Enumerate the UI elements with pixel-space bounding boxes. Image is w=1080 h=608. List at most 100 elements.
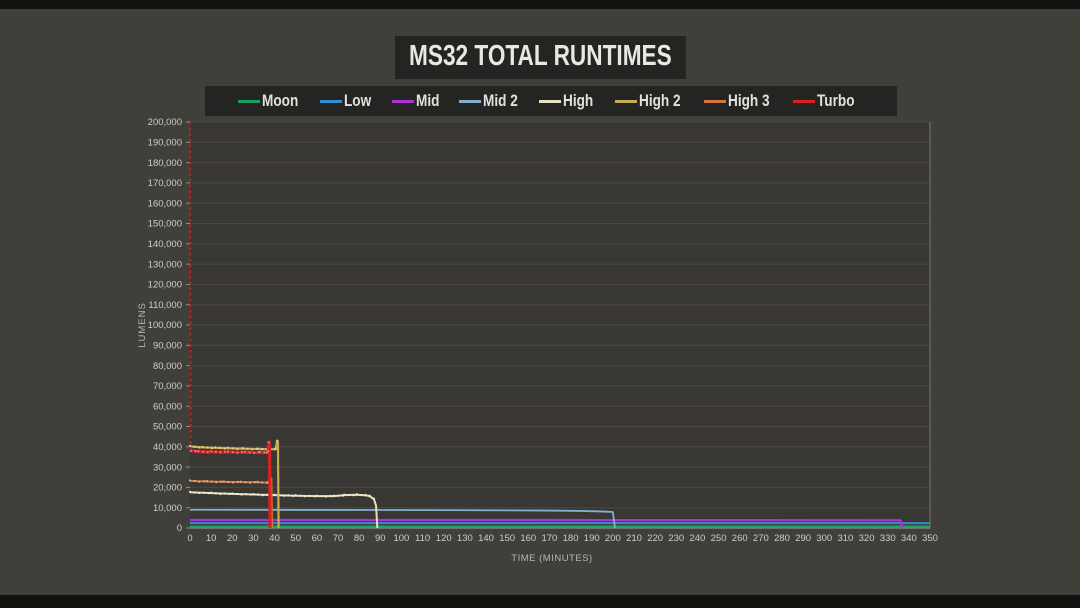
series-high-3-marker: [244, 481, 247, 484]
legend-item-moon[interactable]: Moon: [237, 91, 307, 111]
y-tick-label: 100,000: [148, 320, 182, 331]
y-tick-label: 110,000: [148, 300, 182, 311]
x-tick-label: 210: [626, 533, 642, 544]
legend-color-dash-mid: [391, 99, 414, 103]
legend-item-high-3[interactable]: High 3: [703, 91, 780, 111]
series-high-marker: [355, 493, 359, 496]
series-turbo-marker: [236, 451, 239, 454]
legend-item-turbo[interactable]: Turbo: [793, 91, 864, 111]
series-high-2-marker: [274, 447, 277, 450]
series-high-marker: [315, 494, 318, 497]
series-high-marker: [360, 493, 363, 497]
series-high-marker: [294, 494, 297, 497]
series-high-2-marker: [214, 446, 217, 449]
series-turbo-marker: [258, 450, 261, 454]
y-tick-label: 190,000: [148, 138, 182, 149]
series-high-3-marker: [261, 481, 264, 484]
series-high-marker: [231, 492, 234, 495]
series-high-marker: [240, 493, 243, 496]
legend-label-mid: Mid: [415, 91, 440, 110]
chart-legend: Moon Low Mid Mid 2 High High 2 High 3 Turbo: [205, 86, 897, 116]
series-high-marker: [198, 492, 201, 495]
x-tick-label: 340: [901, 533, 917, 544]
legend-label-turbo: Turbo: [817, 91, 855, 110]
legend-item-low[interactable]: Low: [320, 91, 378, 111]
legend-color-dash-high-3: [703, 99, 726, 103]
series-high-marker: [347, 493, 351, 497]
series-high-2-marker: [241, 447, 244, 450]
y-tick-label: 160,000: [148, 198, 182, 209]
x-tick-label: 240: [689, 533, 705, 544]
series-high-3-marker: [198, 480, 201, 483]
series-high-marker: [235, 492, 238, 496]
series-turbo-marker: [231, 451, 234, 454]
x-tick-label: 310: [837, 533, 853, 544]
x-tick-label: 300: [816, 533, 832, 544]
series-high-marker: [332, 494, 335, 497]
x-tick-label: 200: [605, 533, 621, 544]
series-turbo-marker: [219, 451, 222, 454]
series-turbo: [189, 121, 272, 529]
x-tick-label: 20: [227, 533, 238, 544]
x-tick-label: 180: [563, 533, 579, 544]
series-mid-2-line: [189, 508, 616, 529]
letterbox-top: [0, 0, 1080, 9]
legend-label-high: High: [563, 91, 594, 110]
y-tick-label: 10,000: [153, 503, 182, 514]
series-high-3-marker: [188, 479, 192, 482]
series-high-marker: [364, 493, 367, 496]
chart-title-row: MS32 TOTAL RUNTIMES: [0, 35, 1080, 79]
series-high-2-marker: [231, 447, 234, 450]
series-turbo-marker: [206, 451, 209, 454]
series-high-marker: [202, 491, 206, 494]
y-tick-label: 120,000: [148, 280, 182, 291]
legend-item-high[interactable]: High: [539, 91, 601, 111]
series-high-marker: [273, 493, 276, 496]
series-turbo-marker: [240, 450, 244, 454]
series-high-2-marker: [188, 444, 192, 447]
y-tick-label: 150,000: [148, 219, 182, 230]
series-high-3-marker: [253, 480, 256, 484]
legend-item-mid-2[interactable]: Mid 2: [458, 91, 526, 111]
series-high-marker: [214, 492, 217, 495]
series-high-3-marker: [205, 479, 208, 483]
x-tick-label: 250: [711, 533, 727, 544]
x-tick-label: 230: [668, 533, 684, 544]
y-tick-label: 80,000: [153, 361, 182, 372]
series-turbo-marker: [248, 451, 251, 454]
series-high-3-marker: [222, 480, 225, 483]
series-high-marker: [266, 493, 269, 496]
series-high-marker: [292, 494, 295, 497]
x-tick-label: 270: [753, 533, 769, 544]
x-tick-label: 140: [478, 533, 494, 544]
chart-title: MS32 TOTAL RUNTIMES: [394, 35, 686, 79]
series-turbo-marker: [224, 450, 227, 453]
series-high-2-marker: [218, 446, 222, 450]
legend-label-moon: Moon: [261, 91, 298, 110]
x-tick-label: 30: [248, 533, 259, 544]
x-tick-label: 190: [584, 533, 600, 544]
series-high-2-marker: [223, 447, 226, 450]
legend-item-mid[interactable]: Mid: [391, 91, 445, 111]
series-high-3-marker: [202, 480, 206, 483]
series-high-2-marker: [261, 448, 264, 451]
series-high-3-marker: [248, 481, 252, 484]
series-high-marker: [261, 494, 264, 497]
y-tick-label: 90,000: [153, 341, 182, 352]
y-tick-label: 40,000: [153, 442, 182, 453]
x-tick-label: 100: [393, 533, 409, 544]
series-turbo-marker: [197, 450, 200, 453]
series-high-2: [188, 439, 280, 529]
legend-label-low: Low: [344, 91, 372, 110]
legend-item-high-2[interactable]: High 2: [614, 91, 691, 111]
y-tick-label: 170,000: [148, 178, 182, 189]
series-high-marker: [287, 494, 290, 497]
series-high-marker: [282, 494, 285, 497]
series-high-3-marker: [227, 480, 230, 484]
series-turbo-marker: [243, 450, 247, 453]
legend-color-dash-mid-2: [458, 99, 481, 103]
x-tick-label: 220: [647, 533, 663, 544]
series-high-marker: [299, 494, 302, 497]
series-high-2-marker: [276, 439, 279, 442]
